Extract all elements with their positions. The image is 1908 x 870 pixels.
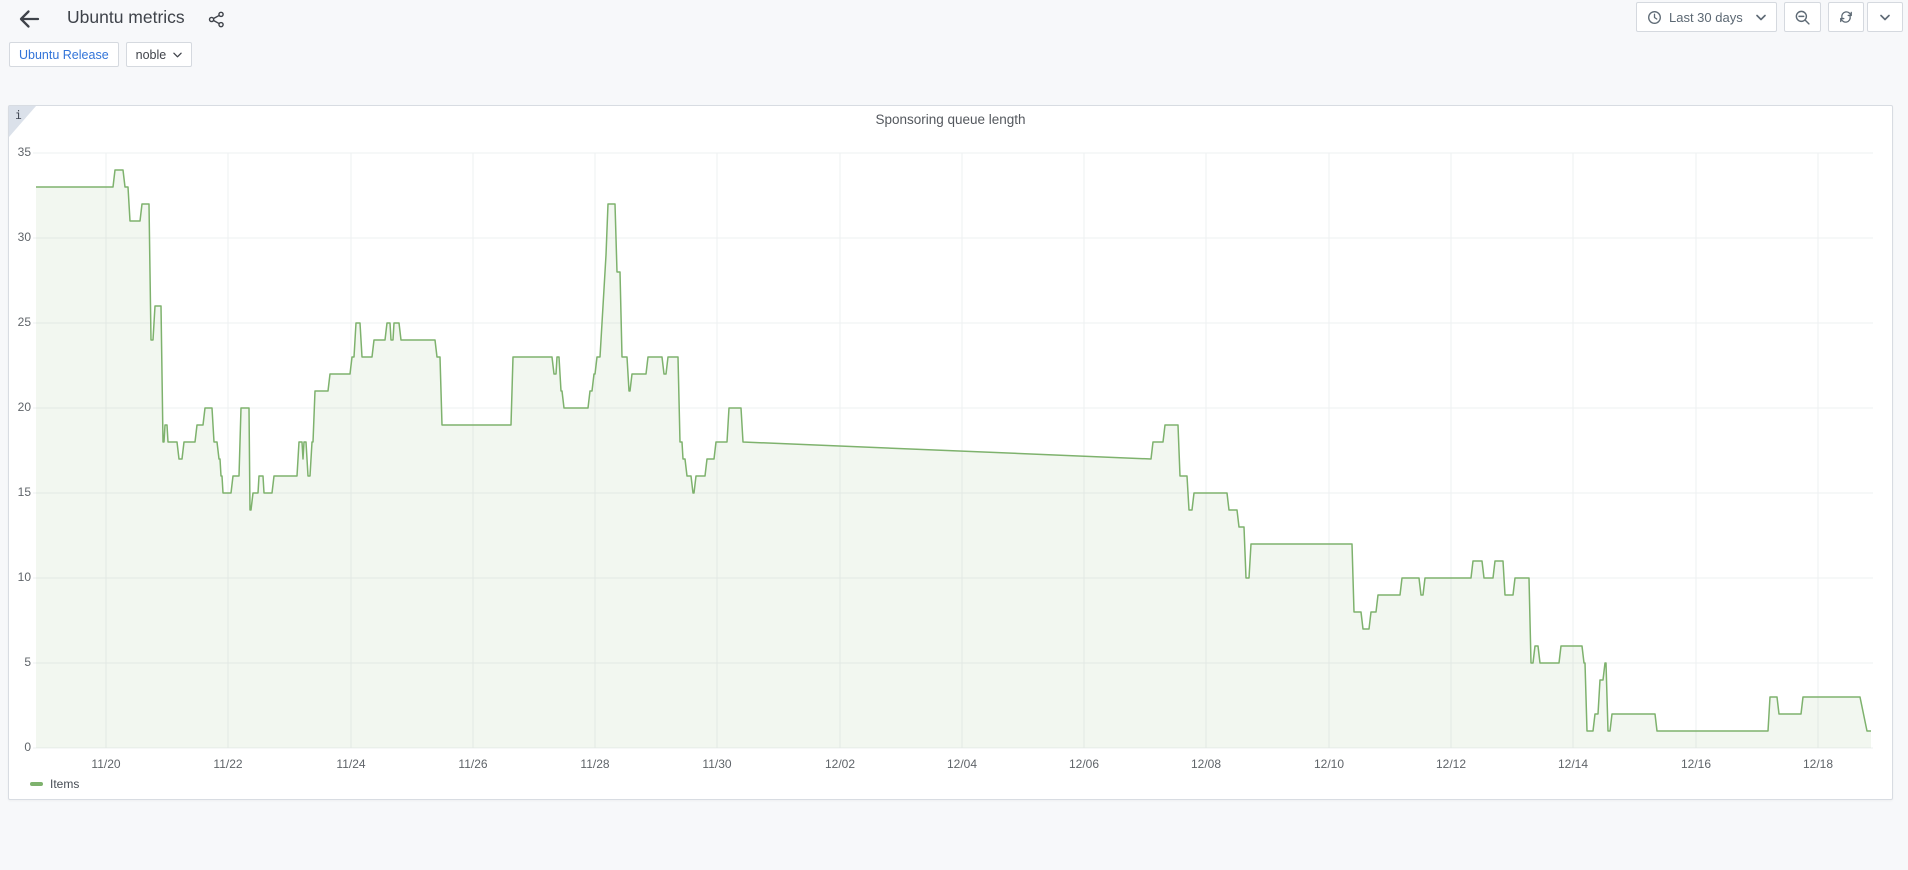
magnifier-minus-icon [1795, 10, 1810, 25]
series-area [36, 170, 1871, 748]
back-button[interactable] [14, 6, 44, 32]
toolbar: Last 30 days [1636, 2, 1903, 33]
refresh-button[interactable] [1828, 2, 1864, 32]
refresh-interval-dropdown[interactable] [1867, 2, 1903, 32]
x-tick-label: 12/12 [1435, 757, 1467, 771]
x-tick-label: 12/14 [1557, 757, 1589, 771]
legend-series-label[interactable]: Items [50, 777, 80, 791]
y-tick-label: 35 [17, 145, 31, 159]
arrow-left-icon [19, 10, 40, 28]
panel-info-corner[interactable]: i [9, 106, 36, 137]
x-tick-label: 11/28 [580, 757, 610, 771]
x-tick-label: 12/08 [1190, 757, 1222, 771]
y-tick-label: 0 [24, 740, 31, 754]
dashboard-variables: Ubuntu Release noble [9, 42, 193, 67]
x-tick-label: 12/02 [824, 757, 856, 771]
variable-label-ubuntu-release[interactable]: Ubuntu Release [9, 42, 119, 67]
chevron-down-icon [1880, 14, 1890, 20]
y-tick-label: 5 [24, 655, 31, 669]
x-tick-label: 11/22 [213, 757, 243, 771]
y-tick-label: 15 [17, 485, 31, 499]
panel-title[interactable]: Sponsoring queue length [875, 112, 1026, 127]
refresh-button-group [1828, 2, 1903, 33]
x-tick-label: 11/24 [336, 757, 366, 771]
y-tick-label: 10 [17, 570, 31, 584]
legend-series-dash [30, 782, 43, 786]
x-tick-label: 12/10 [1313, 757, 1345, 771]
y-tick-label: 20 [17, 400, 31, 414]
x-tick-label: 11/26 [458, 757, 488, 771]
queue-length-chart[interactable] [9, 106, 1894, 801]
series-line [36, 169, 1871, 732]
time-range-picker[interactable]: Last 30 days [1636, 2, 1777, 32]
x-tick-label: 12/16 [1680, 757, 1712, 771]
top-bar: Ubuntu metrics Last 30 days [0, 0, 1908, 40]
x-tick-label: 11/30 [702, 757, 732, 771]
y-tick-label: 30 [17, 230, 31, 244]
page-title: Ubuntu metrics [67, 7, 185, 27]
chevron-down-icon [173, 52, 182, 57]
variable-value-dropdown[interactable]: noble [125, 42, 193, 67]
share-alt-icon [208, 11, 224, 27]
time-range-label: Last 30 days [1669, 9, 1743, 25]
x-tick-label: 12/18 [1802, 757, 1834, 771]
variable-selected-value: noble [135, 47, 167, 62]
panel-sponsoring-queue-length: 0 5 10 15 20 25 30 35 11/20 11/22 11/24 11/26 11/28 1… [8, 105, 1893, 800]
clock-icon [1648, 10, 1661, 24]
x-tick-label: 12/04 [946, 757, 978, 771]
chart-legend: Items [30, 777, 79, 791]
chevron-down-icon [1756, 14, 1766, 20]
y-tick-label: 25 [17, 315, 31, 329]
x-tick-label: 11/20 [91, 757, 121, 771]
x-tick-label: 12/06 [1068, 757, 1100, 771]
info-icon: i [15, 108, 22, 122]
sync-icon [1840, 11, 1852, 23]
zoom-out-button[interactable] [1784, 2, 1821, 32]
share-button[interactable] [204, 8, 228, 30]
